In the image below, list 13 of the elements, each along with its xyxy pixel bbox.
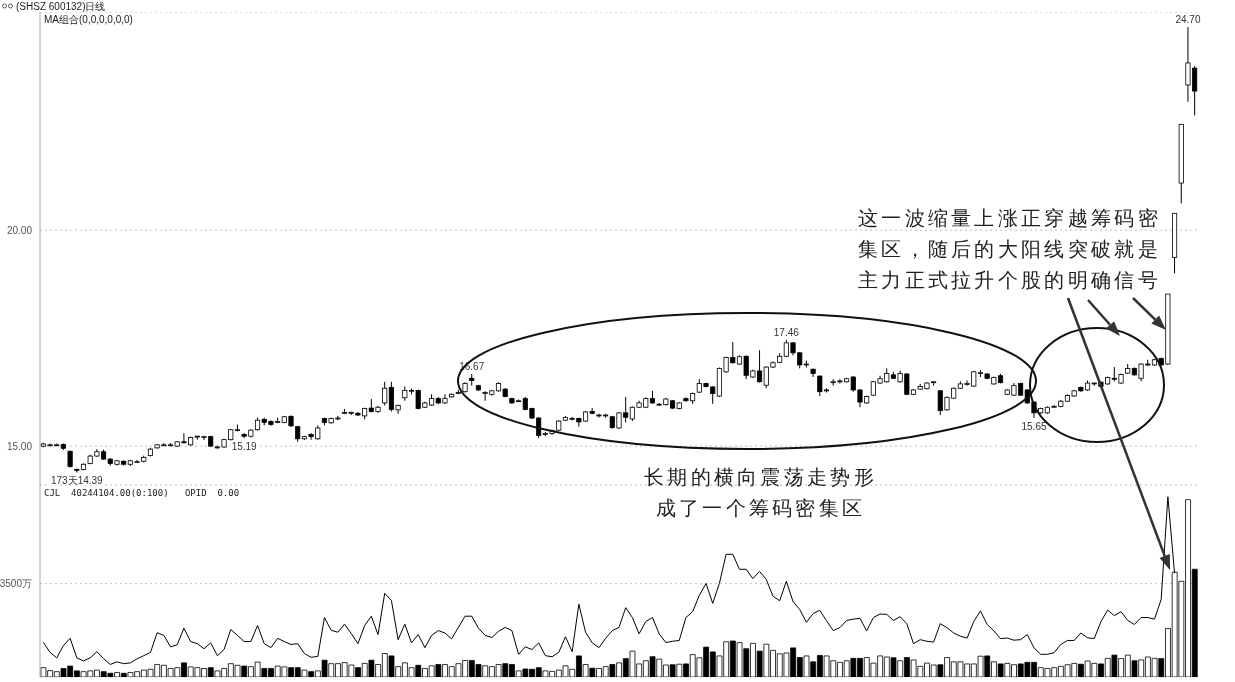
annotation: 24.70 <box>1175 14 1201 26</box>
y-tick-label: 20.00 <box>6 224 33 236</box>
y-tick-label: 3500万 <box>0 578 32 590</box>
annotation: 这一波缩量上涨正穿越筹码密集区，随后的大阳线突破就是主力正式拉升个股的明确信号 <box>858 205 1162 294</box>
y-tick-label: 15.00 <box>6 440 33 452</box>
chart-title: CJL 40244104.00(0:100) OPID 0.00 <box>44 488 240 498</box>
annotation: 15.65 <box>1021 421 1047 433</box>
annotation: 173天14.39 <box>50 475 104 487</box>
annotation: 长期的横向震荡走势形成了一个筹码密集区 <box>643 464 878 522</box>
annotation: 17.46 <box>773 326 800 338</box>
annotation: 15.19 <box>231 440 258 452</box>
chart-subtitle: MA组合(0,0,0,0,0,0) <box>44 13 133 27</box>
chart-title: (SHSZ 600132)日线 <box>16 0 106 14</box>
